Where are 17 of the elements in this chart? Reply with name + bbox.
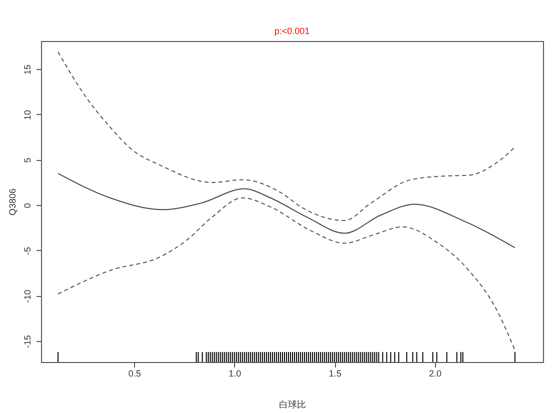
y-tick-label: 0 bbox=[22, 203, 32, 208]
line-series bbox=[58, 51, 516, 222]
x-tick-label: 1.0 bbox=[228, 368, 242, 378]
x-tick-label: 0.5 bbox=[128, 368, 141, 378]
x-tick-label: 1.5 bbox=[328, 368, 342, 378]
y-axis-title: Q3806 bbox=[8, 188, 18, 216]
y-tick-label: 15 bbox=[22, 64, 32, 75]
x-axis-title: 白球比 bbox=[279, 400, 306, 410]
chart-title: p:<0.001 bbox=[274, 26, 310, 36]
y-tick-label: 10 bbox=[22, 110, 32, 120]
line-series bbox=[58, 197, 516, 351]
y-tick-label: 5 bbox=[22, 158, 32, 163]
line-series bbox=[58, 172, 516, 248]
y-tick-label: -5 bbox=[22, 246, 32, 255]
y-tick-label: -15 bbox=[22, 335, 32, 348]
x-tick-label: 2.0 bbox=[429, 368, 442, 378]
y-tick-label: -10 bbox=[22, 290, 32, 303]
